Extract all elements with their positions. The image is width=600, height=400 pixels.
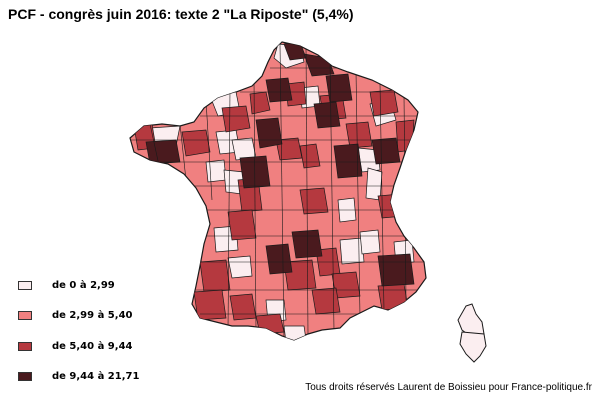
corsica xyxy=(457,303,487,363)
legend-label-class-2: de 2,99 à 5,40 xyxy=(52,310,133,321)
legend-swatch-class-4 xyxy=(18,372,32,381)
legend-item-class-4: de 9,44 à 21,71 xyxy=(18,371,238,385)
legend-item-class-1: de 0 à 2,99 xyxy=(18,280,238,294)
legend-label-class-1: de 0 à 2,99 xyxy=(52,280,115,291)
legend-label-class-3: de 5,40 à 9,44 xyxy=(52,341,133,352)
legend-swatch-class-1 xyxy=(18,281,32,290)
legend-swatch-class-3 xyxy=(18,342,32,351)
departments-class-4 xyxy=(145,42,415,287)
mainland-france xyxy=(129,41,427,341)
legend-item-class-2: de 2,99 à 5,40 xyxy=(18,310,238,324)
copyright-credit: Tous droits réservés Laurent de Boissieu… xyxy=(305,382,592,393)
corsica-south xyxy=(459,331,487,363)
map-title: PCF - congrès juin 2016: texte 2 "La Rip… xyxy=(8,6,354,22)
legend-swatch-class-2 xyxy=(18,311,32,320)
department-borders xyxy=(130,43,424,340)
legend-item-class-3: de 5,40 à 9,44 xyxy=(18,341,238,355)
corsica-north xyxy=(457,303,485,337)
legend-label-class-4: de 9,44 à 21,71 xyxy=(52,371,140,382)
